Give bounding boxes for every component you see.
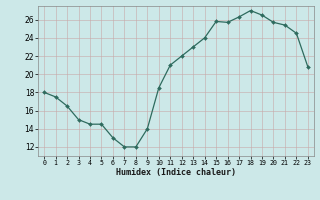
X-axis label: Humidex (Indice chaleur): Humidex (Indice chaleur)	[116, 168, 236, 177]
